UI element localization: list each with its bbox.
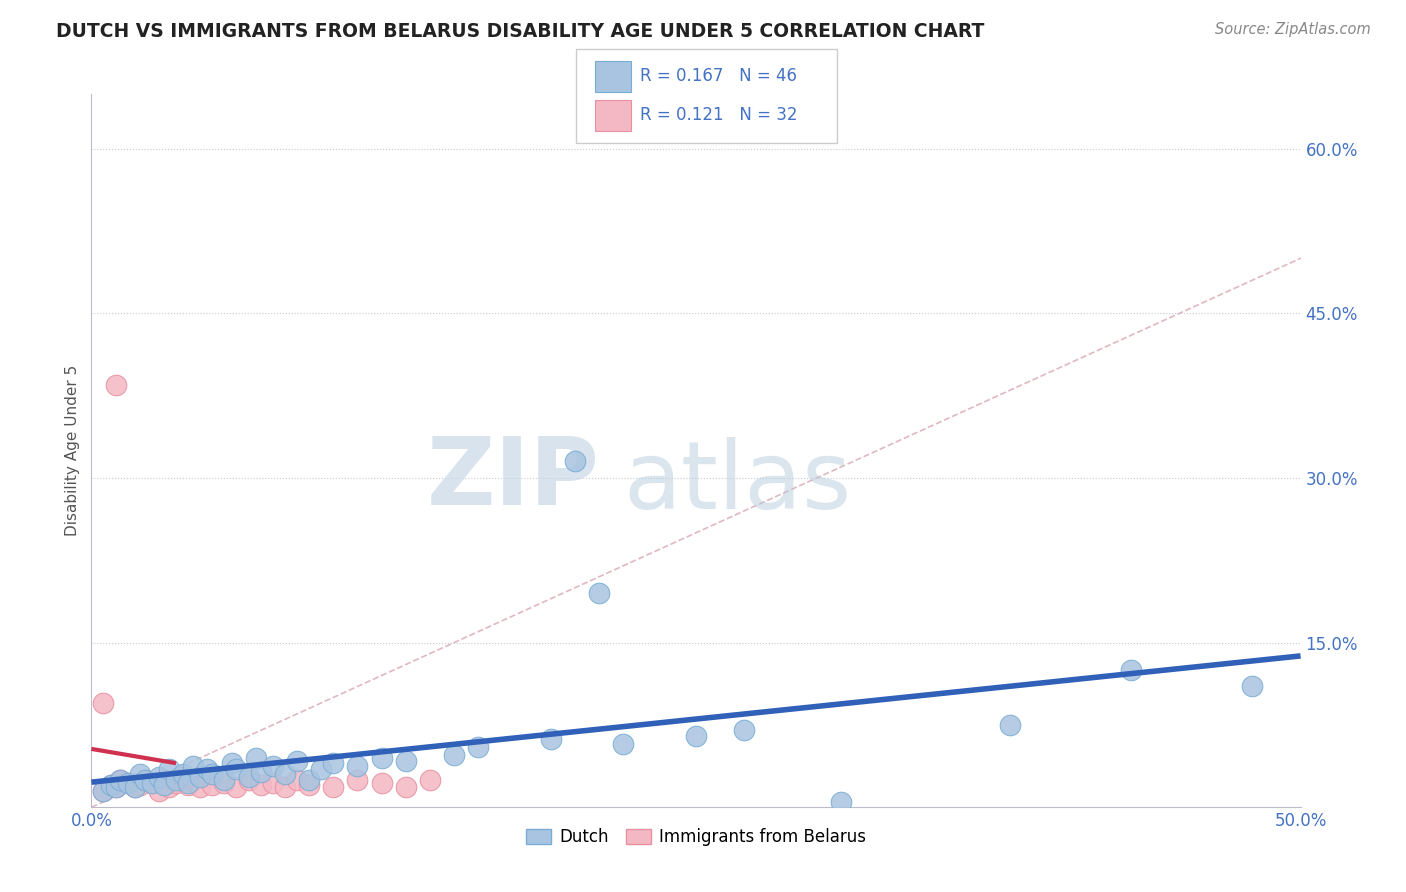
Point <box>221 756 243 771</box>
Point <box>128 767 150 781</box>
Point <box>181 758 204 772</box>
Point <box>298 778 321 792</box>
Point <box>197 762 219 776</box>
Point <box>238 770 260 784</box>
Point <box>177 778 200 792</box>
Point <box>245 751 267 765</box>
Point <box>588 586 610 600</box>
Point <box>165 776 187 790</box>
Point <box>141 776 163 790</box>
Point <box>110 772 132 787</box>
Text: R = 0.167   N = 46: R = 0.167 N = 46 <box>640 68 797 86</box>
Point <box>225 762 247 776</box>
Text: ZIP: ZIP <box>426 433 599 525</box>
Point <box>238 772 260 787</box>
Point <box>93 696 115 710</box>
Point <box>262 776 284 790</box>
Point <box>346 758 368 772</box>
Point <box>134 772 156 787</box>
Point <box>104 377 127 392</box>
Legend: Dutch, Immigrants from Belarus: Dutch, Immigrants from Belarus <box>519 822 873 853</box>
Point <box>733 723 755 738</box>
Point <box>1241 680 1264 694</box>
Point <box>188 780 211 795</box>
Point <box>157 762 180 776</box>
Point <box>214 772 236 787</box>
Point <box>214 776 236 790</box>
Point <box>540 732 562 747</box>
Point <box>124 780 146 795</box>
Point <box>172 767 194 781</box>
Point <box>274 780 297 795</box>
Point <box>370 751 392 765</box>
Point <box>117 776 139 790</box>
Point <box>201 767 224 781</box>
Point <box>285 772 308 787</box>
Point <box>467 739 489 754</box>
Point <box>110 772 132 787</box>
Point <box>298 772 321 787</box>
Point <box>419 772 441 787</box>
Point <box>104 780 127 795</box>
Point <box>141 776 163 790</box>
Y-axis label: Disability Age Under 5: Disability Age Under 5 <box>65 365 80 536</box>
Point <box>249 765 271 780</box>
Point <box>830 795 852 809</box>
Text: DUTCH VS IMMIGRANTS FROM BELARUS DISABILITY AGE UNDER 5 CORRELATION CHART: DUTCH VS IMMIGRANTS FROM BELARUS DISABIL… <box>56 22 984 41</box>
Point <box>117 776 139 790</box>
Point <box>225 780 247 795</box>
Point <box>322 756 344 771</box>
Point <box>100 778 122 792</box>
Point <box>181 772 204 787</box>
Point <box>395 754 418 768</box>
Point <box>395 780 418 795</box>
Point <box>153 778 176 792</box>
Point <box>274 767 297 781</box>
Text: R = 0.121   N = 32: R = 0.121 N = 32 <box>640 106 797 124</box>
Point <box>93 784 115 798</box>
Point <box>201 778 224 792</box>
Point <box>685 729 707 743</box>
Point <box>172 770 194 784</box>
Point <box>165 772 187 787</box>
Point <box>443 747 465 762</box>
Point <box>157 780 180 795</box>
Point <box>285 754 308 768</box>
Point <box>153 772 176 787</box>
Point <box>262 758 284 772</box>
Point <box>346 772 368 787</box>
Point <box>134 772 156 787</box>
Point <box>322 780 344 795</box>
Point <box>612 737 634 751</box>
Point <box>370 776 392 790</box>
Point <box>93 784 115 798</box>
Point <box>309 762 332 776</box>
Point <box>100 778 122 792</box>
Text: Source: ZipAtlas.com: Source: ZipAtlas.com <box>1215 22 1371 37</box>
Point <box>104 780 127 795</box>
Point <box>249 778 271 792</box>
Point <box>1121 663 1143 677</box>
Point <box>177 776 200 790</box>
Point <box>148 784 170 798</box>
Point <box>128 778 150 792</box>
Point <box>1000 718 1022 732</box>
Point <box>564 454 586 468</box>
Point <box>124 780 146 795</box>
Text: atlas: atlas <box>623 436 852 529</box>
Point <box>148 770 170 784</box>
Point <box>188 770 211 784</box>
